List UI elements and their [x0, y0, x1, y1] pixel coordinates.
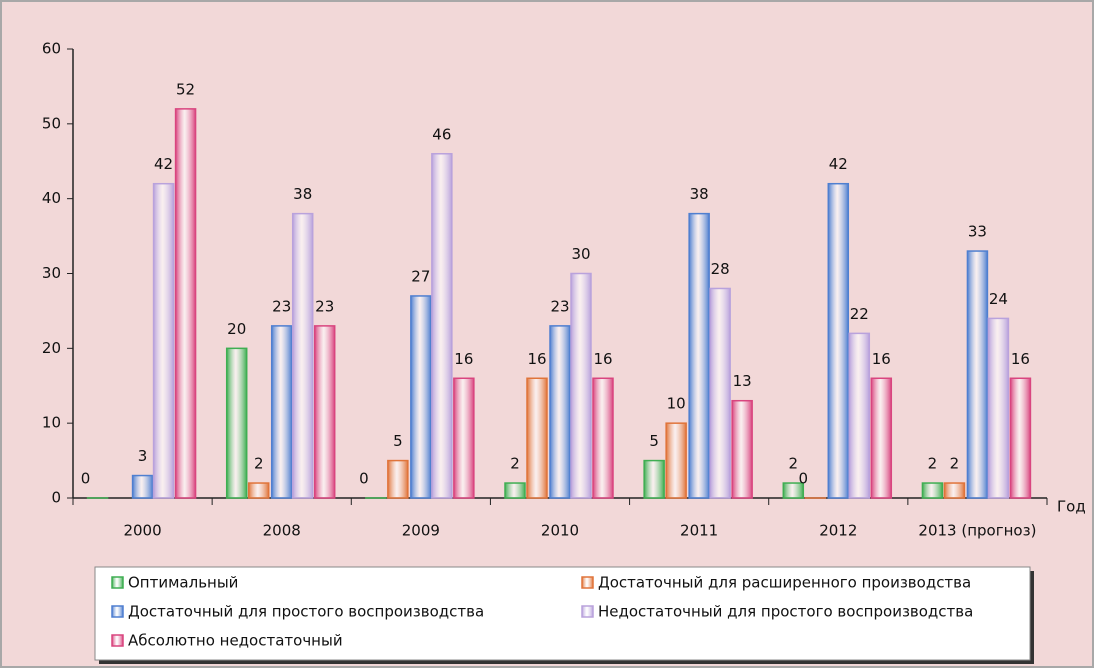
- bar: [570, 272, 592, 499]
- value-label: 30: [571, 245, 590, 263]
- legend-swatch: [111, 576, 124, 589]
- x-tick-label: 2000: [123, 522, 161, 540]
- x-tick-label: 2010: [541, 522, 579, 540]
- value-label: 24: [989, 290, 1008, 308]
- legend-swatch: [111, 605, 124, 618]
- bar: [504, 482, 526, 499]
- value-label: 42: [154, 155, 173, 173]
- value-label: 2: [950, 455, 960, 473]
- bar: [313, 325, 336, 499]
- value-label: 2: [510, 455, 520, 473]
- value-label: 2: [789, 455, 799, 473]
- bar: [549, 325, 571, 499]
- x-tick-label: 2009: [402, 522, 440, 540]
- bar: [225, 347, 248, 499]
- y-tick-label: 50: [42, 114, 61, 132]
- x-tick-label: 2012: [819, 522, 857, 540]
- value-label: 0: [81, 470, 91, 488]
- bar: [921, 482, 944, 499]
- y-tick-label: 40: [42, 189, 61, 207]
- value-label: 20: [227, 320, 246, 338]
- bar: [291, 212, 314, 499]
- value-label: 23: [315, 297, 334, 315]
- legend-label: Недостаточный для простого воспроизводст…: [598, 603, 973, 621]
- value-label: 33: [968, 223, 987, 241]
- legend-label: Достаточный для простого воспроизводства: [128, 603, 484, 621]
- value-label: 23: [550, 297, 569, 315]
- value-label: 28: [711, 260, 730, 278]
- bar: [431, 153, 453, 499]
- value-label: 5: [649, 432, 659, 450]
- value-label: 3: [138, 447, 148, 465]
- bar: [643, 459, 665, 499]
- bar: [827, 182, 850, 499]
- value-label: 5: [393, 432, 403, 450]
- legend-swatch: [581, 605, 594, 618]
- value-label: 2: [928, 455, 938, 473]
- value-label: 22: [850, 305, 869, 323]
- value-label: 42: [829, 155, 848, 173]
- value-label: 13: [733, 372, 752, 390]
- value-label: 0: [799, 470, 809, 488]
- value-label: 16: [872, 350, 891, 368]
- bar: [152, 182, 175, 499]
- bar: [782, 482, 805, 499]
- value-label: 23: [272, 297, 291, 315]
- value-label: 38: [690, 185, 709, 203]
- bar: [1009, 377, 1032, 499]
- value-label: 27: [411, 267, 430, 285]
- legend-label: Достаточный для расширенного производств…: [598, 574, 971, 592]
- bar: [731, 399, 753, 499]
- bar: [966, 250, 989, 499]
- bar: [387, 459, 409, 499]
- y-tick-label: 10: [42, 414, 61, 432]
- bar: [665, 422, 687, 499]
- bar: [270, 325, 293, 499]
- bar: [410, 295, 432, 499]
- bar: [709, 287, 731, 499]
- bar: [453, 377, 475, 499]
- legend-swatch: [581, 576, 594, 589]
- x-tick-label: 2011: [680, 522, 718, 540]
- bar: [174, 108, 197, 499]
- value-label: 16: [593, 350, 612, 368]
- value-label: 0: [359, 470, 369, 488]
- value-label: 16: [527, 350, 546, 368]
- bar: [526, 377, 548, 499]
- legend-box: [94, 566, 1031, 661]
- x-tick-label: 2008: [263, 522, 301, 540]
- bar: [247, 482, 270, 499]
- y-tick-label: 0: [51, 489, 61, 507]
- legend-label: Абсолютно недостаточный: [128, 632, 343, 650]
- bar: [943, 482, 966, 499]
- x-axis-label: Год: [1057, 498, 1086, 516]
- y-tick-label: 20: [42, 339, 61, 357]
- bar: [987, 317, 1010, 499]
- value-label: 46: [432, 125, 451, 143]
- legend-swatch: [111, 634, 124, 647]
- bar: [592, 377, 614, 499]
- value-label: 38: [293, 185, 312, 203]
- bar: [870, 377, 893, 499]
- value-label: 52: [176, 80, 195, 98]
- value-label: 16: [454, 350, 473, 368]
- bar: [131, 474, 154, 499]
- value-label: 2: [254, 455, 264, 473]
- bar: [848, 332, 871, 499]
- legend-label: Оптимальный: [128, 574, 238, 592]
- bar: [688, 212, 710, 499]
- value-label: 16: [1011, 350, 1030, 368]
- x-tick-label: 2013 (прогноз): [918, 522, 1036, 540]
- value-label: 10: [667, 395, 686, 413]
- y-tick-label: 30: [42, 264, 61, 282]
- y-tick-label: 60: [42, 40, 61, 58]
